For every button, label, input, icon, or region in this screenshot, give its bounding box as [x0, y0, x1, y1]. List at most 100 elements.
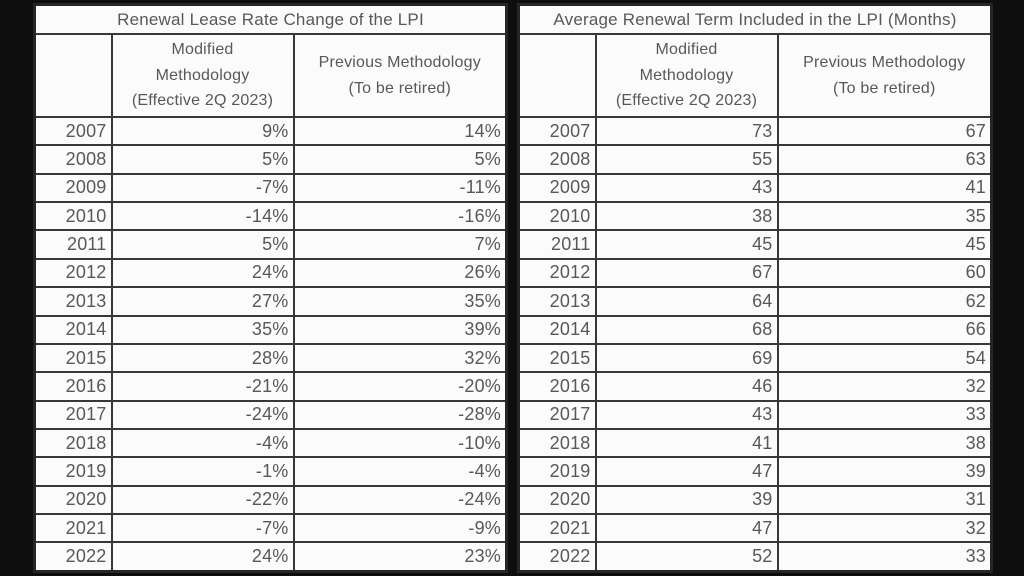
year-cell: 2020 [517, 484, 597, 516]
value-cell: 14% [292, 115, 508, 147]
table-row: 2020 -22% -24% [33, 484, 508, 516]
value-cell: 5% [110, 229, 295, 260]
value-cell: 38 [776, 427, 993, 459]
renewal-term-table: Average Renewal Term Included in the LPI… [517, 3, 993, 573]
value-cell: 43 [594, 172, 779, 204]
value-cell: -24% [292, 484, 508, 516]
value-cell: 33 [776, 399, 993, 430]
value-cell: -22% [110, 484, 295, 516]
value-cell: -7% [110, 172, 295, 204]
value-cell: 39% [292, 314, 508, 345]
value-cell: 55 [594, 144, 779, 175]
table-row: 2010 -14% -16% [33, 201, 508, 232]
value-cell: 46 [594, 371, 779, 402]
year-column-header [517, 33, 597, 118]
value-cell: 24% [110, 257, 295, 289]
value-cell: 69 [594, 342, 779, 374]
table-row: 2009 -7% -11% [33, 172, 508, 204]
table-row: 2022 52 33 [517, 541, 993, 573]
value-cell: 60 [776, 257, 993, 289]
value-cell: 5% [110, 144, 295, 175]
value-cell: -28% [292, 399, 508, 430]
previous-methodology-column-header: Previous Methodology (To be retired) [292, 33, 508, 118]
value-cell: 35% [292, 286, 508, 317]
table-row: 2012 67 60 [517, 257, 993, 289]
year-cell: 2022 [517, 541, 597, 573]
value-cell: -14% [110, 201, 295, 232]
table-row: 2011 5% 7% [33, 229, 508, 260]
table-row: 2013 27% 35% [33, 286, 508, 317]
table-row: 2018 -4% -10% [33, 427, 508, 459]
value-cell: 64 [594, 286, 779, 317]
table-row: 2017 43 33 [517, 399, 993, 430]
value-cell: 5% [292, 144, 508, 175]
value-cell: 54 [776, 342, 993, 374]
year-cell: 2007 [33, 115, 113, 147]
value-cell: -7% [110, 513, 295, 544]
table-row: 2022 24% 23% [33, 541, 508, 573]
value-cell: 33 [776, 541, 993, 573]
table-row: 2019 47 39 [517, 456, 993, 487]
table-row: 2014 68 66 [517, 314, 993, 345]
year-cell: 2014 [517, 314, 597, 345]
year-cell: 2022 [33, 541, 113, 573]
value-cell: 9% [110, 115, 295, 147]
value-cell: 23% [292, 541, 508, 573]
year-cell: 2007 [517, 115, 597, 147]
value-cell: 41 [594, 427, 779, 459]
year-cell: 2015 [517, 342, 597, 374]
year-cell: 2019 [33, 456, 113, 487]
renewal-rate-table-panel: Renewal Lease Rate Change of the LPI Mod… [33, 3, 508, 573]
year-cell: 2013 [517, 286, 597, 317]
value-cell: 32% [292, 342, 508, 374]
table-row: 2018 41 38 [517, 427, 993, 459]
value-cell: 68 [594, 314, 779, 345]
value-cell: -24% [110, 399, 295, 430]
value-cell: -4% [110, 427, 295, 459]
table-row: 2021 -7% -9% [33, 513, 508, 544]
modified-methodology-column-header: Modified Methodology (Effective 2Q 2023) [594, 33, 779, 118]
table-row: 2017 -24% -28% [33, 399, 508, 430]
table-row: 2008 55 63 [517, 144, 993, 175]
table-row: 2021 47 32 [517, 513, 993, 544]
value-cell: 47 [594, 456, 779, 487]
table-row: 2007 9% 14% [33, 115, 508, 147]
year-cell: 2009 [517, 172, 597, 204]
table-row: 2016 -21% -20% [33, 371, 508, 402]
value-cell: -10% [292, 427, 508, 459]
value-cell: -9% [292, 513, 508, 544]
table-row: 2011 45 45 [517, 229, 993, 260]
year-cell: 2016 [517, 371, 597, 402]
value-cell: -11% [292, 172, 508, 204]
table-row: 2015 69 54 [517, 342, 993, 374]
table-row: 2007 73 67 [517, 115, 993, 147]
value-cell: 45 [594, 229, 779, 260]
year-cell: 2015 [33, 342, 113, 374]
table-row: 2014 35% 39% [33, 314, 508, 345]
year-cell: 2017 [33, 399, 113, 430]
table-body: 2007 9% 14% 2008 5% 5% 2009 -7% -11% 2010 -14% -16%… [33, 115, 508, 573]
year-cell: 2012 [517, 257, 597, 289]
year-cell: 2008 [33, 144, 113, 175]
value-cell: 26% [292, 257, 508, 289]
year-cell: 2021 [33, 513, 113, 544]
table-title-row: Average Renewal Term Included in the LPI… [517, 3, 993, 35]
value-cell: 39 [594, 484, 779, 516]
year-cell: 2009 [33, 172, 113, 204]
table-row: 2016 46 32 [517, 371, 993, 402]
table-header-row: Modified Methodology (Effective 2Q 2023)… [33, 33, 508, 118]
table-row: 2015 28% 32% [33, 342, 508, 374]
year-cell: 2018 [517, 427, 597, 459]
year-cell: 2011 [517, 229, 597, 260]
value-cell: -16% [292, 201, 508, 232]
value-cell: -20% [292, 371, 508, 402]
value-cell: -1% [110, 456, 295, 487]
modified-methodology-column-header: Modified Methodology (Effective 2Q 2023) [110, 33, 295, 118]
value-cell: 66 [776, 314, 993, 345]
year-cell: 2008 [517, 144, 597, 175]
value-cell: 43 [594, 399, 779, 430]
value-cell: -21% [110, 371, 295, 402]
table-body: 2007 73 67 2008 55 63 2009 43 41 2010 38 35 2011 45 45… [517, 115, 993, 573]
year-cell: 2018 [33, 427, 113, 459]
